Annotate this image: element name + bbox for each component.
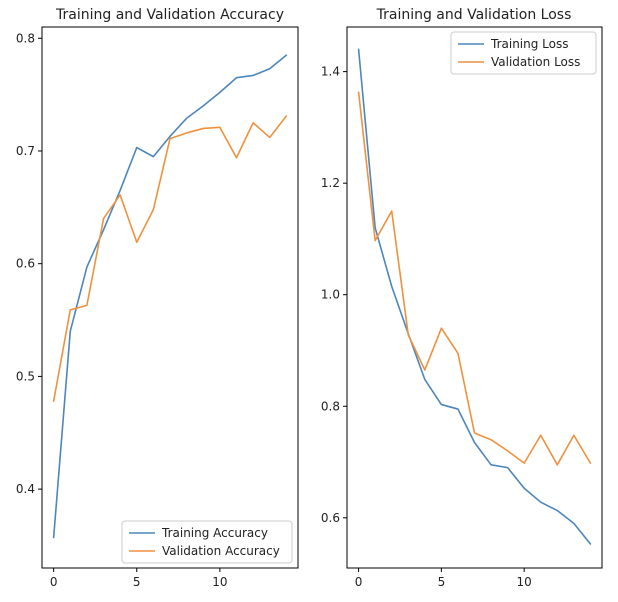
loss-y-tick-label: 0.6: [321, 511, 340, 525]
accuracy-y-tick-label: 0.7: [16, 144, 35, 158]
series-line-training-loss: [357, 48, 592, 545]
accuracy-legend-box: [121, 520, 293, 564]
loss-y-tick-label: 1.4: [321, 65, 340, 79]
legend-label-training-loss: Training Loss: [490, 37, 568, 51]
loss-x-tick-label: 5: [438, 575, 446, 589]
loss-y-tick-label: 1.2: [321, 176, 340, 190]
accuracy-y-tick-label: 0.6: [16, 257, 35, 271]
loss-x-tick-label: 10: [517, 575, 532, 589]
series-line-training-accuracy: [52, 54, 288, 539]
loss-ticks-layer: 0 5 10 0.6 0.8 1.0 1.2 1.4: [321, 65, 532, 589]
loss-series-layer: [357, 48, 592, 545]
legend-label-training-accuracy: Training Accuracy: [161, 526, 268, 540]
accuracy-x-tick-label: 10: [212, 575, 227, 589]
accuracy-chart-title: Training and Validation Accuracy: [55, 7, 284, 23]
loss-legend-box: [450, 31, 597, 75]
accuracy-ticks-layer: 0 5 10 0.4 0.5 0.6 0.7 0.8: [16, 31, 228, 589]
loss-plot-frame: [346, 26, 603, 569]
loss-chart: Training and Validation Loss 0 5 10 0.6 0.8 1…: [321, 7, 603, 589]
accuracy-x-tick-label: 5: [133, 575, 141, 589]
accuracy-y-tick-label: 0.8: [16, 31, 35, 45]
legend-label-validation-loss: Validation Loss: [491, 55, 580, 69]
accuracy-y-tick-label: 0.4: [16, 482, 35, 496]
legend-label-validation-accuracy: Validation Accuracy: [162, 544, 280, 558]
loss-y-tick-label: 1.0: [321, 288, 340, 302]
loss-chart-title: Training and Validation Loss: [376, 7, 572, 23]
accuracy-y-tick-label: 0.5: [16, 369, 35, 383]
accuracy-x-tick-label: 0: [50, 575, 58, 589]
accuracy-plot-frame: [41, 26, 299, 569]
accuracy-legend: Training Accuracy Validation Accuracy: [121, 520, 293, 564]
accuracy-chart: Training and Validation Accuracy 0 5 10 0.4…: [16, 7, 299, 589]
accuracy-series-layer: [52, 54, 288, 539]
series-line-validation-accuracy: [52, 115, 288, 402]
loss-x-tick-label: 0: [355, 575, 363, 589]
loss-y-tick-label: 0.8: [321, 399, 340, 413]
loss-legend: Training Loss Validation Loss: [450, 31, 597, 75]
series-line-validation-loss: [357, 91, 592, 466]
